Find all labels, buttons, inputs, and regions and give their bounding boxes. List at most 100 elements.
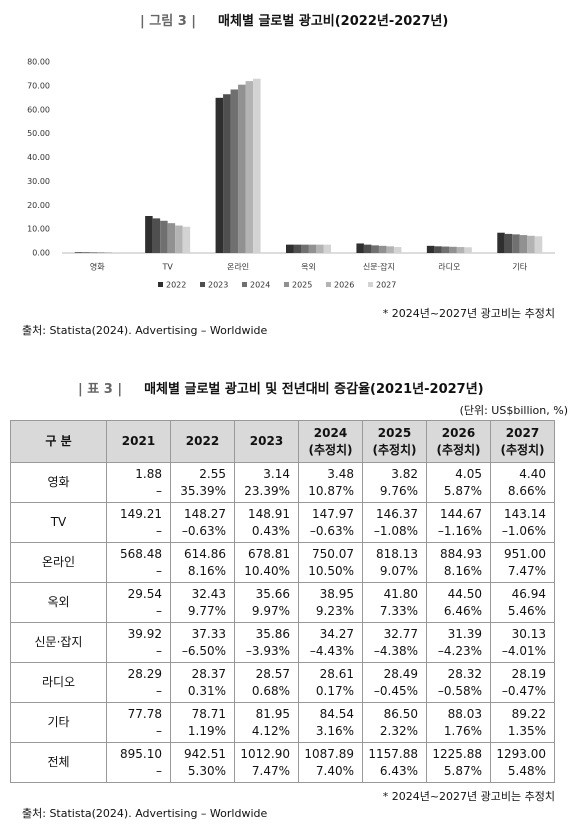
header-text: 2021 (121, 434, 156, 448)
change: 4.12% (251, 723, 290, 738)
x-tick-label: 영화 (90, 262, 105, 272)
value: 3.48 (327, 466, 354, 481)
data-cell: 3.14 23.39% (234, 462, 299, 503)
header-cell: 2026 (추정치) (426, 420, 491, 463)
data-cell: 30.13 –4.01% (490, 622, 555, 663)
value: 884.93 (440, 546, 482, 561)
header-text: (추정치) (308, 442, 353, 457)
bar (182, 226, 191, 253)
bar (504, 233, 513, 253)
value: 29.54 (127, 586, 162, 601)
bar (519, 235, 528, 253)
change: 1.76% (443, 723, 482, 738)
value: 895.10 (120, 746, 162, 761)
data-cell: 34.27 –4.43% (298, 622, 363, 663)
value: 951.00 (504, 546, 546, 561)
data-cell: 148.91 0.43% (234, 502, 299, 543)
bar (82, 252, 90, 253)
bar (230, 89, 239, 253)
change: 9.07% (379, 563, 418, 578)
data-row: 라디오 28.29–28.37 0.31% 28.57 0.68% 28.61 0.17% 2… (10, 662, 555, 703)
change: –4.23% (437, 643, 482, 658)
bar (74, 252, 83, 253)
data-cell: 41.80 7.33% (362, 582, 427, 623)
value: 1087.89 (304, 746, 354, 761)
change: 0.68% (251, 683, 290, 698)
change: 7.47% (507, 563, 546, 578)
data-cell: 951.00 7.47% (490, 542, 555, 583)
x-tick-label: TV (161, 263, 173, 272)
data-cell: 28.29 – (106, 662, 171, 703)
data-table: 구 분 2021 2022 2023 2024 (추정치) 2025 (추정치) 2026 (추정… (10, 420, 555, 783)
data-cell: 750.07 10.50% (298, 542, 363, 583)
change: – (156, 603, 162, 618)
change: – (156, 563, 162, 578)
bar (534, 236, 543, 253)
bar (245, 81, 254, 253)
change: 7.47% (251, 763, 290, 778)
header-cell: 2022 (170, 420, 235, 463)
bar (112, 252, 120, 253)
bar (393, 247, 402, 253)
y-tick-label: 80.00 (27, 58, 50, 67)
data-cell: 1.88 – (106, 462, 171, 503)
change: 35.39% (180, 483, 226, 498)
value: 28.29 (127, 666, 162, 681)
value: 4.05 (455, 466, 482, 481)
data-cell: 28.57 0.68% (234, 662, 299, 703)
header-text: 2024 (313, 425, 348, 440)
change: – (156, 683, 162, 698)
change: –6.50% (181, 643, 226, 658)
header-text: (추정치) (372, 442, 417, 457)
value: 750.07 (312, 546, 354, 561)
value: 148.91 (248, 506, 290, 521)
change: 5.30% (187, 763, 226, 778)
bar (527, 235, 535, 253)
change: –1.16% (437, 523, 482, 538)
change: 9.97% (251, 603, 290, 618)
figure-title: 매체별 글로벌 광고비(2022년-2027년) (218, 14, 449, 29)
legend-swatch (200, 282, 205, 287)
data-cell: 86.50 2.32% (362, 702, 427, 743)
data-cell: 28.19 –0.47% (490, 662, 555, 703)
data-cell: 46.94 5.46% (490, 582, 555, 623)
table-caption: | 표 3 | 매체별 글로벌 광고비 및 전년대비 증감율(2021년-2027… (78, 378, 484, 397)
data-cell: 88.03 1.76% (426, 702, 491, 743)
change: 0.17% (315, 683, 354, 698)
change: 0.43% (251, 523, 290, 538)
change: – (156, 523, 162, 538)
value: 84.54 (319, 706, 354, 721)
value: 28.61 (319, 666, 354, 681)
bar (426, 245, 435, 253)
value: 37.33 (191, 626, 226, 641)
value: 81.95 (255, 706, 290, 721)
header-cell: 2023 (234, 420, 299, 463)
data-cell: 1087.89 7.40% (298, 742, 363, 783)
value: 1225.88 (432, 746, 482, 761)
figure-note: * 2024년~2027년 광고비는 추정치 (382, 307, 555, 320)
header-text: (추정치) (500, 442, 545, 457)
value: 28.57 (255, 666, 290, 681)
change: 5.46% (507, 603, 546, 618)
data-cell: 44.50 6.46% (426, 582, 491, 623)
row-label: TV (10, 502, 107, 543)
data-cell: 818.13 9.07% (362, 542, 427, 583)
x-tick-label: 온라인 (227, 262, 249, 272)
change: –4.43% (309, 643, 354, 658)
bar (449, 246, 457, 253)
legend-swatch (368, 282, 373, 287)
change: 7.33% (379, 603, 418, 618)
bar (378, 245, 387, 253)
value: 818.13 (376, 546, 418, 561)
bar (386, 246, 394, 253)
value: 1157.88 (368, 746, 418, 761)
change: 7.40% (315, 763, 354, 778)
change: 5.87% (443, 483, 482, 498)
change: 8.16% (443, 563, 482, 578)
data-cell: 81.95 4.12% (234, 702, 299, 743)
value: 30.13 (511, 626, 546, 641)
data-cell: 4.40 8.66% (490, 462, 555, 503)
data-cell: 35.66 9.97% (234, 582, 299, 623)
data-cell: 614.86 8.16% (170, 542, 235, 583)
value: 3.82 (391, 466, 418, 481)
